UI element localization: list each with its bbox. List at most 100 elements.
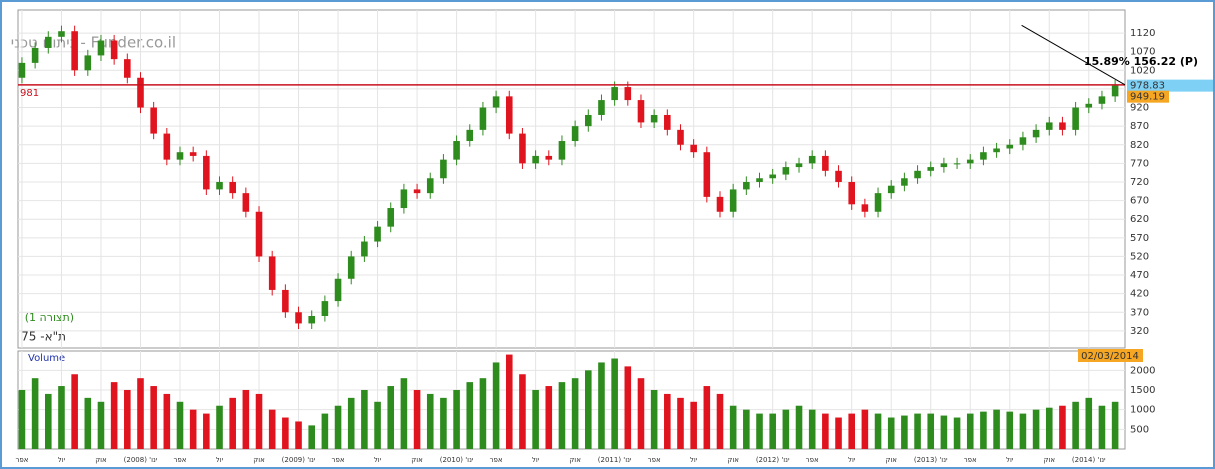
candle-body (743, 181, 750, 190)
volume-bar (124, 389, 131, 449)
volume-bar (927, 413, 935, 449)
x-tick-label: אוק (411, 456, 423, 464)
price-box (1127, 79, 1213, 92)
volume-bar (229, 397, 236, 449)
candle-body (492, 96, 500, 108)
y-tick-label: 870 (1130, 121, 1149, 132)
y-tick-label: 420 (1130, 289, 1149, 300)
volume-bar (822, 413, 829, 449)
volume-bar (137, 378, 144, 449)
annotation: 15.89% 156.22 (P) (1084, 55, 1198, 68)
candle-body (914, 170, 921, 179)
x-tick-label: אוק (885, 456, 897, 464)
candle-body (1032, 129, 1040, 138)
y-tick-label: 1020 (1130, 65, 1155, 76)
x-tick-label: ינו' (2013) (914, 456, 948, 464)
level-label: 981 (20, 88, 39, 99)
volume-bar (18, 389, 26, 449)
candle-body (71, 31, 78, 71)
x-tick-label: יול (690, 456, 698, 464)
volume-bar (795, 405, 803, 449)
candle-body (426, 178, 434, 194)
candle-body (624, 87, 632, 101)
y-tick-label: 720 (1130, 177, 1149, 188)
candle-body (1111, 85, 1119, 97)
candle-body (295, 312, 302, 324)
x-tick-label: ינו' (2014) (1072, 456, 1106, 464)
x-tick-label: ינו' (2008) (124, 456, 158, 464)
candle-body (769, 174, 776, 179)
volume-bar (861, 409, 869, 449)
candle-body (1019, 137, 1027, 145)
volume-bar (71, 374, 78, 449)
candle-body (848, 181, 855, 205)
volume-bar (321, 413, 329, 449)
x-tick-label: יול (532, 456, 540, 464)
candle-body (282, 289, 289, 313)
candle-body (927, 167, 935, 171)
candle-body (347, 256, 355, 279)
candle-body (993, 148, 1000, 153)
candle-body (1006, 144, 1014, 149)
price-label: 949.19 (1130, 92, 1165, 103)
candle-body (124, 59, 131, 78)
volume-bar (756, 413, 763, 449)
volume-bar (1111, 401, 1119, 449)
volume-bar (400, 378, 408, 449)
x-tick-label: יול (1006, 456, 1014, 464)
candle-body (374, 226, 381, 242)
volume-bar (835, 417, 842, 449)
volume-bar (664, 393, 671, 449)
x-tick-label: אפר (806, 456, 819, 464)
volume-bar (1006, 411, 1014, 449)
volume-bar (1098, 405, 1106, 449)
candle-body (31, 47, 39, 63)
volume-bar (1045, 407, 1053, 449)
y-tick-label: 370 (1130, 307, 1149, 318)
volume-bar (703, 386, 711, 449)
candle-body (1059, 122, 1066, 130)
candle-body (440, 159, 447, 179)
candle-body (808, 155, 816, 164)
x-tick-label: אפר (964, 456, 977, 464)
candle-body (966, 159, 974, 164)
x-tick-label: אוק (569, 456, 581, 464)
volume-bar (282, 417, 289, 449)
volume-bar (216, 405, 223, 449)
candle-body (782, 167, 790, 175)
candle-body (1045, 122, 1053, 130)
volume-panel (17, 350, 1126, 450)
volume-bar (716, 393, 724, 449)
volume-bar (650, 389, 658, 449)
candle-body (729, 189, 737, 212)
x-tick-label: אוק (95, 456, 107, 464)
candle-body (58, 31, 65, 37)
instrument-label: ת"א- 75 (21, 330, 66, 344)
x-tick-label: אפר (15, 456, 28, 464)
volume-label: Volume (28, 353, 65, 364)
volume-bar (426, 393, 434, 449)
candle-body (163, 133, 171, 160)
candle-body (216, 181, 223, 190)
volume-bar (887, 417, 895, 449)
candle-body (505, 96, 513, 134)
price-box (1127, 90, 1169, 103)
candle-body (637, 100, 645, 123)
candle-body (255, 211, 263, 257)
candle-body (1072, 107, 1079, 130)
candle-body (545, 155, 553, 160)
candle-body (822, 155, 829, 171)
candle-body (137, 77, 144, 108)
volume-bar (268, 409, 276, 449)
x-tick-label: ינו' (2012) (756, 456, 790, 464)
y-tick-label: 820 (1130, 140, 1149, 151)
x-tick-label: ינו' (2010) (440, 456, 474, 464)
volume-bar (31, 378, 39, 449)
x-tick-label: אוק (727, 456, 739, 464)
candle-body (940, 163, 948, 168)
volume-bar (966, 413, 974, 449)
x-tick-label: אפר (490, 456, 503, 464)
candle-body (229, 181, 236, 194)
volume-bar (743, 409, 750, 449)
